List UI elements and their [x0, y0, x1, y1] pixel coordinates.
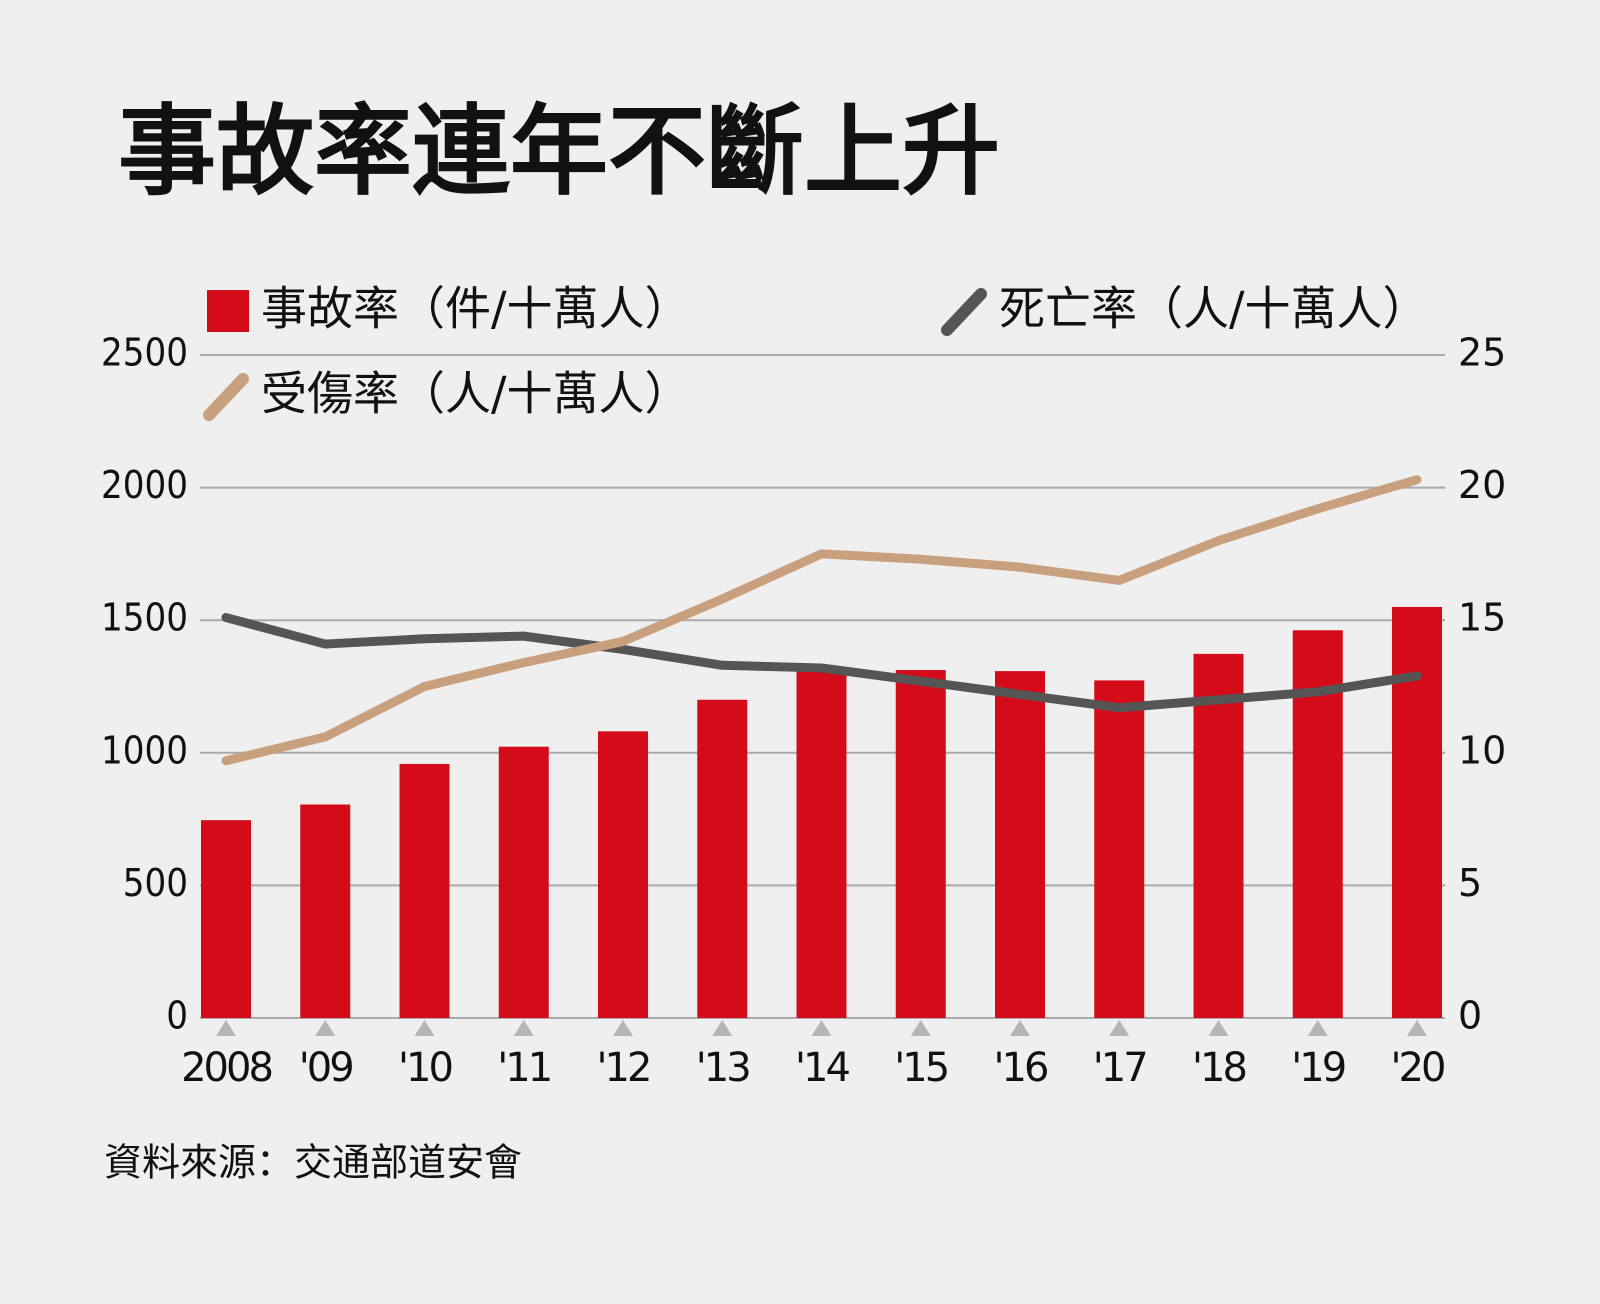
y-tick-label: 2000: [101, 463, 188, 507]
bar: [201, 820, 251, 1018]
y-tick-label: 1500: [101, 596, 188, 640]
x-tick-label: '12: [597, 1045, 650, 1091]
x-tick-marker: [712, 1020, 733, 1036]
x-tick-label: '16: [994, 1045, 1047, 1091]
x-tick-marker: [1208, 1020, 1229, 1036]
bar: [1094, 680, 1145, 1018]
y2-tick-label: 10: [1458, 728, 1506, 772]
x-tick-label: '14: [795, 1045, 849, 1091]
x-tick-label: '10: [398, 1045, 451, 1091]
x-tick-marker: [414, 1020, 435, 1036]
x-tick-marker: [216, 1020, 236, 1036]
bar: [498, 746, 549, 1018]
bar: [1193, 653, 1244, 1018]
bar: [697, 699, 748, 1018]
x-tick-label: '13: [696, 1045, 749, 1091]
legend-swatch: [941, 288, 987, 336]
legend-label: 死亡率（人/十萬人）: [999, 282, 1429, 336]
x-tick-label: '19: [1291, 1045, 1344, 1091]
y2-tick-label: 15: [1458, 596, 1506, 640]
x-tick-label: '20: [1391, 1045, 1444, 1091]
y-tick-label: 500: [123, 861, 188, 905]
bar: [796, 668, 847, 1018]
line: [221, 613, 1422, 713]
chart-title: 事故率連年不斷上升: [118, 95, 1000, 209]
x-tick-marker: [613, 1020, 633, 1036]
x-tick-marker: [1307, 1020, 1328, 1036]
x-tick-marker: [811, 1020, 832, 1036]
x-tick-label: '09: [299, 1045, 352, 1091]
x-tick-marker: [1010, 1020, 1030, 1036]
y-tick-label: 2500: [101, 331, 188, 375]
legend-swatch: [207, 290, 249, 332]
y2-tick-label: 25: [1458, 331, 1506, 375]
legend-swatch: [203, 373, 249, 421]
x-tick-label: '18: [1192, 1045, 1245, 1091]
legend-label: 事故率（件/十萬人）: [261, 282, 691, 336]
bar: [995, 671, 1045, 1018]
bar: [300, 804, 351, 1018]
legend-label: 受傷率（人/十萬人）: [261, 367, 691, 421]
bar: [1392, 606, 1442, 1018]
x-tick-marker: [1407, 1020, 1427, 1036]
x-tick-marker: [315, 1020, 336, 1036]
y-tick-label: 0: [166, 994, 188, 1038]
y2-tick-label: 5: [1458, 861, 1482, 905]
x-tick-label: 2008: [181, 1045, 271, 1091]
x-tick-label: '15: [894, 1045, 947, 1091]
bar: [598, 731, 648, 1018]
y2-tick-label: 20: [1458, 463, 1506, 507]
y2-tick-label: 0: [1458, 994, 1482, 1038]
line: [221, 475, 1422, 766]
source-note: 資料來源：交通部道安會: [104, 1141, 522, 1185]
x-tick-marker: [910, 1020, 931, 1036]
x-tick-label: '11: [497, 1045, 550, 1091]
bar: [399, 763, 450, 1018]
y-tick-label: 1000: [101, 728, 188, 772]
x-tick-label: '17: [1093, 1045, 1146, 1091]
bar: [895, 670, 946, 1018]
x-tick-marker: [1109, 1020, 1130, 1036]
x-tick-marker: [513, 1020, 534, 1036]
